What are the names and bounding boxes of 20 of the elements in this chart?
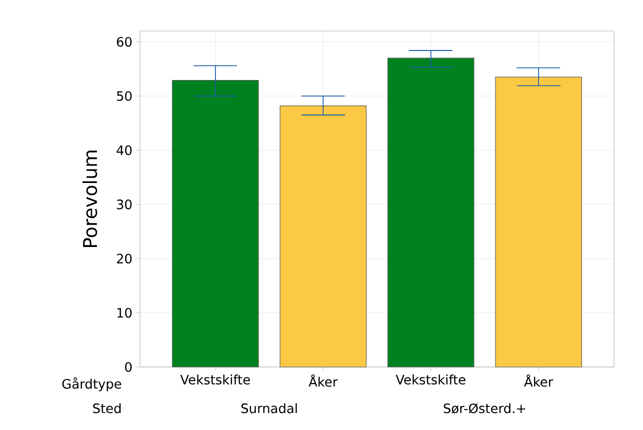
x-tick-label: Vekstskifte [180, 374, 250, 385]
text: Sør-Østerd.+ [444, 403, 526, 414]
bar [172, 80, 259, 368]
bar [280, 105, 367, 368]
y-tick-label: 30 [116, 200, 132, 210]
y-tick-label: 20 [116, 254, 132, 264]
y-tick-label: 40 [116, 145, 132, 156]
y-tick-label: 0 [125, 362, 132, 372]
x-tick-label: Åker [524, 374, 554, 387]
y-tick-label: 50 [117, 91, 132, 101]
bar [387, 58, 474, 368]
text: Sted [93, 403, 121, 414]
x-tick-label: Vekstskifte [396, 374, 466, 385]
bar [495, 76, 582, 368]
y-tick-label: 10 [117, 308, 132, 318]
text: Surnadal [241, 403, 297, 414]
text: Gårdtype [62, 377, 122, 392]
y-tick-label: 60 [116, 36, 132, 47]
x-tick-label: Åker [308, 374, 338, 387]
y-axis-title: Porevolum [82, 150, 98, 248]
